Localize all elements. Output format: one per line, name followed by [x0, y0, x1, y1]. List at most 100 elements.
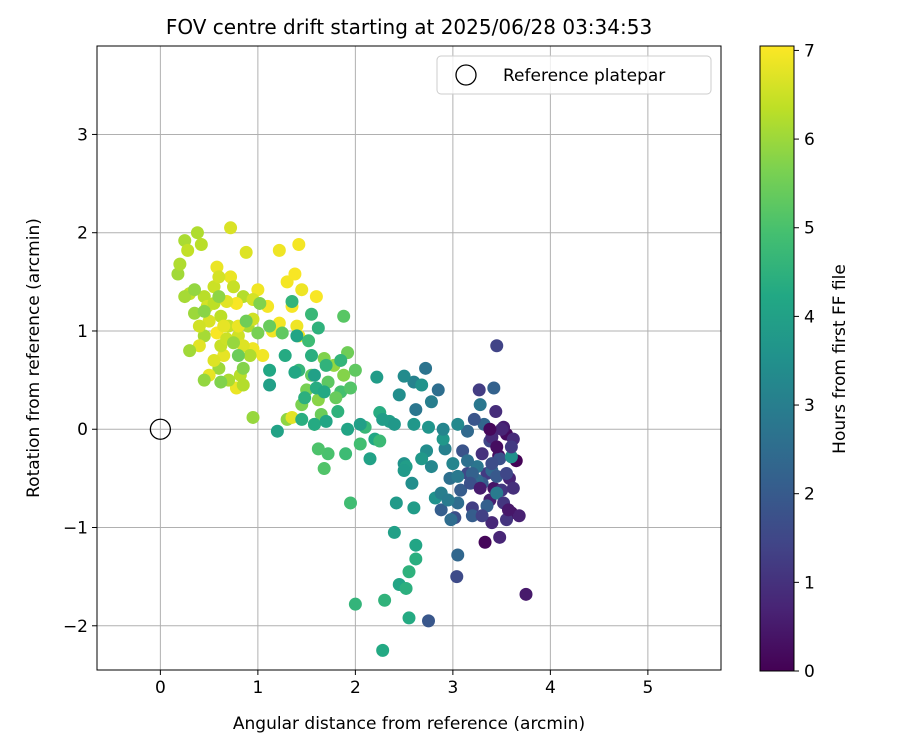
data-point	[451, 496, 465, 510]
colorbar-tick-label: 1	[804, 573, 815, 593]
data-point	[270, 424, 284, 438]
data-point	[485, 457, 499, 471]
data-point	[207, 280, 221, 294]
data-point	[317, 385, 331, 399]
y-axis-ticks: −2 −1 0 1 2 3	[63, 125, 97, 637]
data-point	[197, 304, 211, 318]
data-point	[217, 349, 231, 363]
data-point	[451, 548, 465, 562]
data-point	[451, 469, 465, 483]
y-tick-label: 2	[77, 224, 88, 244]
data-point	[263, 363, 277, 377]
data-point	[376, 643, 390, 657]
data-point	[344, 496, 357, 510]
data-point	[490, 339, 504, 353]
data-point	[436, 422, 450, 436]
data-point	[337, 368, 351, 382]
data-point	[246, 410, 260, 424]
data-point	[409, 403, 423, 417]
data-point	[472, 383, 486, 397]
data-point	[263, 378, 277, 392]
data-point	[190, 226, 204, 240]
data-point	[192, 319, 206, 333]
colorbar-label: Hours from first FF file	[830, 264, 850, 454]
colorbar-ticks: 0 1 2 3 4 5 6 7	[794, 41, 815, 682]
data-points	[171, 221, 533, 657]
data-point	[217, 319, 231, 333]
data-point	[173, 257, 187, 271]
data-point	[487, 381, 501, 395]
data-point	[451, 417, 465, 431]
x-tick-label: 2	[350, 678, 361, 698]
data-point	[436, 432, 450, 446]
data-point	[397, 464, 411, 478]
data-point	[475, 509, 489, 523]
data-point	[321, 375, 335, 389]
data-point	[302, 334, 316, 348]
data-point	[236, 361, 250, 375]
data-point	[341, 422, 355, 436]
data-point	[506, 481, 520, 495]
data-point	[473, 398, 487, 412]
data-point	[480, 499, 494, 513]
data-point	[344, 381, 357, 395]
data-point	[227, 336, 240, 350]
x-axis-ticks: 0 1 2 3 4 5	[155, 670, 653, 698]
data-point	[178, 290, 192, 304]
y-tick-label: −1	[63, 519, 88, 539]
data-point	[188, 283, 201, 297]
data-point	[285, 294, 299, 308]
data-point	[444, 513, 458, 527]
plot-frame	[96, 45, 722, 671]
data-point	[434, 503, 448, 517]
data-point	[334, 353, 348, 367]
data-point	[243, 349, 257, 363]
data-point	[353, 417, 367, 431]
data-point	[473, 481, 487, 495]
data-point	[207, 353, 221, 367]
data-point	[424, 395, 438, 409]
x-tick-label: 5	[642, 678, 653, 698]
colorbar-tick-label: 3	[804, 396, 815, 416]
data-point	[307, 417, 321, 431]
data-point	[456, 444, 470, 458]
data-point	[305, 349, 318, 363]
colorbar-tick-label: 0	[804, 662, 815, 682]
colorbar: 0 1 2 3 4 5 6 7 Hours from first FF file	[759, 41, 850, 682]
data-point	[305, 307, 318, 321]
data-point	[407, 501, 421, 515]
data-point	[512, 509, 526, 523]
data-point	[519, 587, 533, 601]
data-point	[210, 260, 224, 274]
data-point	[278, 349, 292, 363]
data-point	[192, 339, 206, 353]
data-point	[353, 437, 367, 451]
data-point	[231, 349, 245, 363]
data-point	[402, 611, 416, 625]
data-point	[397, 369, 411, 383]
data-point	[387, 525, 401, 539]
y-axis-label: Rotation from reference (arcmin)	[24, 218, 44, 498]
data-point	[229, 296, 243, 310]
data-point	[399, 581, 413, 595]
data-point	[489, 405, 503, 419]
colorbar-tick-label: 6	[804, 130, 815, 150]
data-point	[329, 391, 343, 405]
data-point	[331, 405, 345, 419]
data-point	[292, 238, 306, 252]
data-point	[461, 424, 474, 438]
reference-marker	[149, 418, 172, 440]
data-point	[405, 476, 419, 490]
data-point	[212, 290, 226, 304]
y-tick-label: 3	[77, 125, 88, 145]
data-point	[236, 378, 250, 392]
data-point	[183, 344, 197, 358]
data-point	[419, 361, 433, 375]
data-point	[307, 368, 321, 382]
data-point	[389, 496, 403, 510]
data-point	[236, 339, 250, 353]
data-point	[495, 422, 509, 436]
data-point	[422, 420, 435, 434]
data-point	[263, 319, 277, 333]
data-point	[441, 493, 455, 507]
